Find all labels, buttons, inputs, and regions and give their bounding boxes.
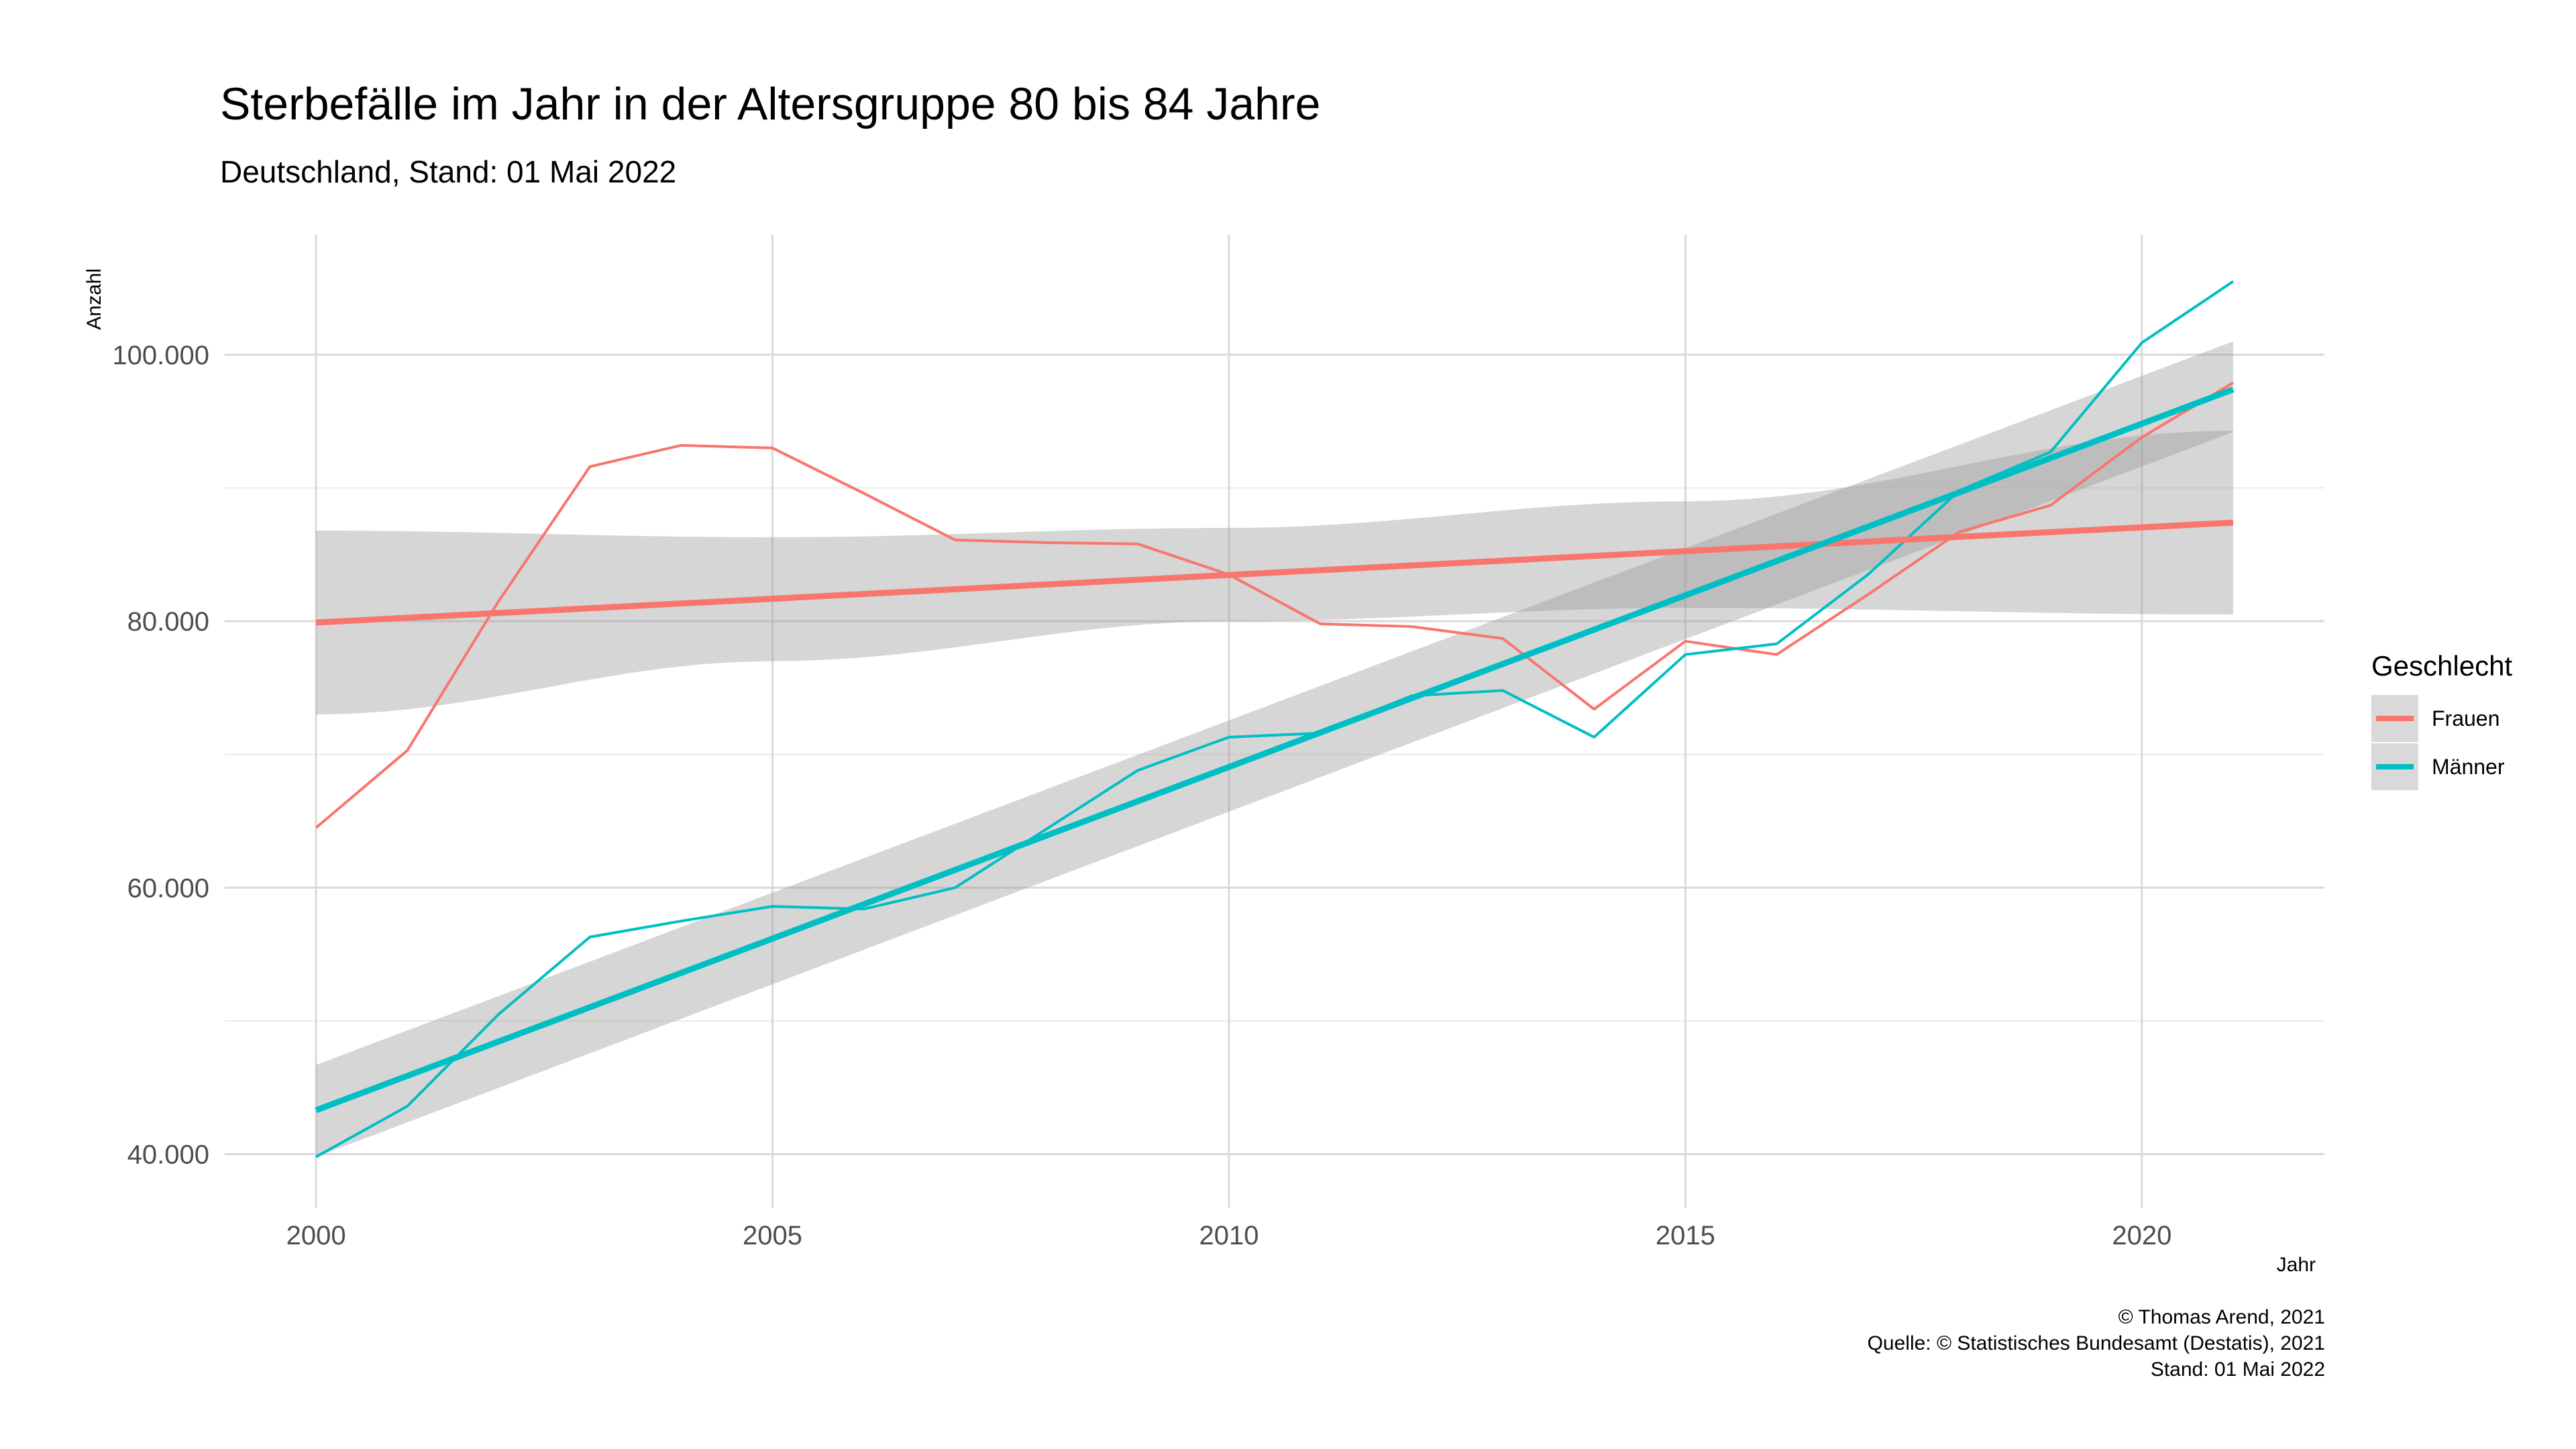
series-line-maenner	[315, 280, 2235, 1159]
caption-source: Quelle: © Statistisches Bundesamt (Desta…	[1868, 1332, 2325, 1354]
trend-line-maenner	[315, 386, 2235, 1114]
x-axis-ticks: 2000 2005 2010 2015 2020	[286, 1221, 2172, 1250]
legend: Geschlecht Frauen Männer	[2371, 650, 2512, 790]
legend-label-frauen: Frauen	[2432, 706, 2500, 731]
y-axis-label: Anzahl	[83, 268, 105, 330]
chart-subtitle: Deutschland, Stand: 01 Mai 2022	[220, 154, 676, 189]
caption: © Thomas Arend, 2021 Quelle: © Statistis…	[1868, 1306, 2325, 1381]
x-tick-label: 2020	[2112, 1221, 2171, 1250]
y-tick-label: 80.000	[127, 607, 209, 637]
caption-author: © Thomas Arend, 2021	[2118, 1306, 2325, 1328]
legend-label-maenner: Männer	[2432, 755, 2505, 779]
y-tick-label: 100.000	[112, 341, 209, 370]
x-tick-label: 2015	[1656, 1221, 1715, 1250]
y-tick-label: 60.000	[127, 873, 209, 903]
x-tick-label: 2005	[743, 1221, 802, 1250]
x-tick-label: 2000	[286, 1221, 346, 1250]
data-lines	[315, 280, 2235, 1159]
series-line-frauen	[315, 381, 2234, 829]
trend-line-frauen	[315, 519, 2234, 626]
x-tick-label: 2010	[1199, 1221, 1258, 1250]
legend-title: Geschlecht	[2371, 650, 2512, 682]
x-axis-label: Jahr	[2277, 1254, 2316, 1276]
chart-title: Sterbefälle im Jahr in der Altersgruppe …	[220, 78, 1320, 129]
y-axis-ticks: 40.000 60.000 80.000 100.000	[112, 341, 209, 1170]
y-tick-label: 40.000	[127, 1140, 209, 1170]
caption-date: Stand: 01 Mai 2022	[2151, 1358, 2325, 1381]
trend-lines	[315, 386, 2235, 1114]
